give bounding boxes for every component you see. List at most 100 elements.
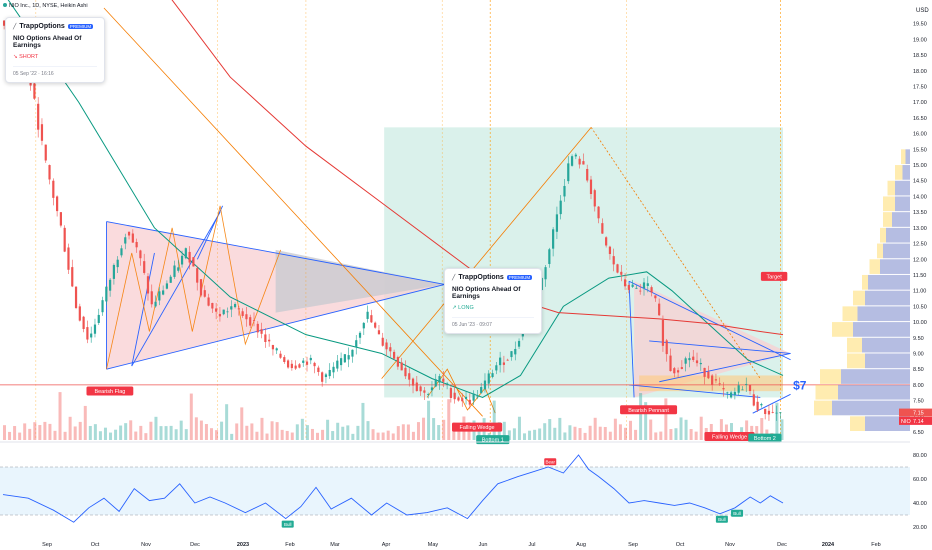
candle-body xyxy=(256,323,259,333)
candle-body xyxy=(495,365,498,371)
symbol-title: NIO Inc., 1D, NYSE, Heikin Ashi xyxy=(9,3,88,9)
pattern-label-text: Bearish Pennant xyxy=(628,408,669,414)
candle-body xyxy=(241,311,244,316)
volume-bar xyxy=(164,426,168,440)
time-tick: Oct xyxy=(676,542,685,548)
symbol-header[interactable]: NIO Inc., 1D, NYSE, Heikin Ashi xyxy=(3,3,88,9)
volume-bar xyxy=(381,432,385,440)
volume-bar xyxy=(225,404,229,440)
profile-bar-up xyxy=(895,196,910,212)
pattern-trendline xyxy=(628,281,635,398)
candle-body xyxy=(453,392,456,400)
price-tick: 17.50 xyxy=(913,85,927,91)
idea-direction: ↘ SHORT xyxy=(13,54,39,60)
candle-body xyxy=(506,359,509,361)
rsi-pane: 20.00 40.00 60.00 80.00 Bull Bear Bull Bull xyxy=(0,441,927,531)
candle-body xyxy=(502,362,506,365)
volume-bar xyxy=(316,432,320,440)
candle-body xyxy=(408,373,411,380)
volume-bar xyxy=(144,433,148,440)
candle-body xyxy=(237,308,240,310)
idea-title[interactable]: NIO Options Ahead Of Earnings xyxy=(13,35,82,49)
rsi-tick: 20.00 xyxy=(913,525,927,531)
volume-bar xyxy=(336,422,340,440)
price-tick: 12.00 xyxy=(913,257,927,263)
idea-card-short[interactable]: ╱ TrappOptions PREMIUM NIO Options Ahead… xyxy=(5,17,105,83)
premium-badge: PREMIUM xyxy=(67,24,94,29)
volume-bar xyxy=(305,425,309,440)
candle-body xyxy=(623,279,627,287)
volume-profile xyxy=(814,149,910,431)
volume-bar xyxy=(548,419,552,440)
time-tick: Nov xyxy=(141,542,151,548)
volume-bar xyxy=(23,423,27,440)
idea-title[interactable]: NIO Options Ahead Of Earnings xyxy=(452,286,521,300)
price-tick: 8.00 xyxy=(913,383,924,389)
candle-body xyxy=(400,362,403,371)
candle-body xyxy=(423,390,426,393)
candle-body xyxy=(86,327,89,340)
price-tag-symbol: NIO xyxy=(901,419,912,425)
candle-body xyxy=(714,379,718,381)
volume-bar xyxy=(341,426,345,440)
candle-body xyxy=(82,316,85,329)
candle-body xyxy=(196,268,199,283)
candle-body xyxy=(487,373,490,384)
candle-body xyxy=(188,251,191,263)
candle-body xyxy=(286,360,290,368)
volume-bar xyxy=(745,420,749,440)
rsi-band xyxy=(0,467,910,515)
candle-body xyxy=(385,342,388,350)
volume-bar xyxy=(406,424,410,440)
profile-bar-up xyxy=(892,212,910,227)
time-tick: Sep xyxy=(42,542,52,548)
candle-body xyxy=(74,286,78,308)
volume-bar xyxy=(129,420,133,440)
profile-bar-up xyxy=(857,306,910,322)
volume-bar xyxy=(8,431,12,440)
pattern-label-text: Bottom 2 xyxy=(754,436,776,442)
profile-bar-up xyxy=(902,165,910,180)
profile-bar-down xyxy=(883,212,892,227)
rally-line xyxy=(381,127,592,379)
volume-bar xyxy=(346,425,350,440)
candle-body xyxy=(457,397,460,401)
volume-bar xyxy=(583,432,587,440)
profile-bar-up xyxy=(868,274,910,290)
candle-body xyxy=(203,290,206,297)
volume-bar xyxy=(179,420,183,440)
time-tick: 2023 xyxy=(237,542,249,548)
price-tick: 8.50 xyxy=(913,367,924,373)
profile-bar-down xyxy=(847,337,862,353)
candle-body xyxy=(324,374,328,378)
candle-body xyxy=(33,83,36,99)
candle-body xyxy=(745,383,748,385)
candle-body xyxy=(63,227,66,252)
pattern-trendline xyxy=(131,211,221,367)
volume-bar xyxy=(159,426,163,440)
candle-body xyxy=(510,351,513,358)
candle-body xyxy=(680,367,683,369)
volume-bar xyxy=(73,426,77,440)
volume-bar xyxy=(664,398,668,440)
volume-bar xyxy=(280,429,284,440)
candle-body xyxy=(366,311,369,319)
idea-card-long[interactable]: ╱ TrappOptions PREMIUM NIO Options Ahead… xyxy=(444,268,542,334)
candle-body xyxy=(684,358,687,364)
candle-body xyxy=(59,212,62,226)
volume-bar xyxy=(437,425,441,440)
volume-bar xyxy=(215,430,219,440)
candle-body xyxy=(707,371,710,379)
volume-bar xyxy=(250,423,254,440)
profile-bar-up xyxy=(883,243,910,259)
price-tick: 13.50 xyxy=(913,210,927,216)
volume-bar xyxy=(18,432,22,440)
profile-bar-down xyxy=(862,274,868,290)
profile-bar-down xyxy=(842,306,858,322)
candle-body xyxy=(688,358,691,361)
candle-body xyxy=(722,388,725,390)
candle-body xyxy=(109,279,112,291)
candle-body xyxy=(464,396,468,400)
rsi-signal-text: Bear xyxy=(545,459,555,464)
candle-body xyxy=(650,287,653,293)
